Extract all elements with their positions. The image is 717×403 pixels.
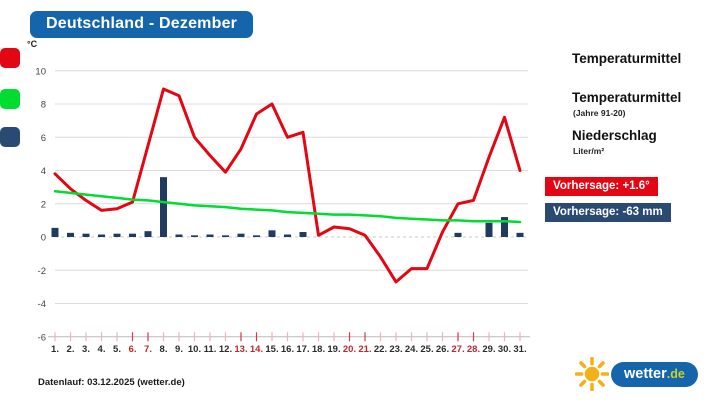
y-tick-label: 10 bbox=[35, 66, 46, 77]
climate-mean-swatch bbox=[0, 89, 20, 109]
precipitation-bar bbox=[98, 234, 105, 237]
day-label: 9. bbox=[175, 344, 183, 355]
temperature-mean-swatch bbox=[0, 48, 20, 68]
day-label: 24. bbox=[405, 344, 418, 355]
sun-icon bbox=[575, 357, 609, 391]
precipitation-bar bbox=[191, 235, 198, 237]
precipitation-bar bbox=[284, 234, 291, 237]
day-label: 18. bbox=[312, 344, 325, 355]
precipitation-bar bbox=[129, 233, 136, 237]
precipitation-bar bbox=[67, 232, 74, 237]
day-label: 11. bbox=[204, 344, 217, 355]
precipitation-bar bbox=[206, 234, 214, 237]
y-tick-label: 0 bbox=[41, 233, 46, 244]
day-label: 22. bbox=[374, 344, 387, 355]
day-label-weekend: 13. bbox=[234, 344, 247, 355]
legend-sublabel-liter-m2: Liter/m² bbox=[573, 146, 605, 156]
day-label: 2. bbox=[67, 344, 75, 355]
day-label: 29. bbox=[482, 344, 495, 355]
precipitation-bar bbox=[144, 231, 152, 237]
day-label-weekend: 20. bbox=[343, 344, 356, 355]
day-label-weekend: 7. bbox=[144, 344, 152, 355]
y-tick-label: 8 bbox=[41, 100, 46, 111]
day-label: 3. bbox=[82, 344, 90, 355]
day-label: 31. bbox=[513, 344, 526, 355]
y-tick-label: -2 bbox=[38, 266, 46, 277]
day-label: 5. bbox=[113, 344, 121, 355]
precipitation-bar bbox=[516, 232, 524, 237]
day-label: 4. bbox=[98, 344, 106, 355]
day-label: 25. bbox=[420, 344, 433, 355]
precipitation-bar bbox=[222, 235, 229, 237]
precipitation-bar bbox=[268, 230, 276, 237]
legend-label-niederschlag: Niederschlag bbox=[572, 128, 657, 143]
day-label: 23. bbox=[389, 344, 402, 355]
day-label: 17. bbox=[296, 344, 309, 355]
precipitation-bar bbox=[485, 222, 493, 237]
wetter-de-logo: wetter .de bbox=[575, 357, 698, 391]
y-tick-label: 4 bbox=[41, 166, 46, 177]
y-tick-label: 2 bbox=[41, 199, 46, 210]
day-label: 12. bbox=[219, 344, 232, 355]
day-label: 8. bbox=[160, 344, 168, 355]
precipitation-bar bbox=[82, 233, 90, 237]
day-label-weekend: 27. bbox=[451, 344, 464, 355]
precipitation-bar bbox=[160, 177, 167, 237]
temperature-line bbox=[53, 87, 522, 284]
precipitation-bar bbox=[454, 232, 462, 237]
precipitation-bar bbox=[175, 234, 183, 237]
precipitation-bar bbox=[237, 233, 245, 237]
y-tick-label: 6 bbox=[41, 133, 46, 144]
day-label-weekend: 28. bbox=[467, 344, 480, 355]
climate-mean-line bbox=[53, 190, 522, 224]
day-label: 16. bbox=[281, 344, 294, 355]
day-label: 15. bbox=[265, 344, 278, 355]
precipitation-bar bbox=[51, 227, 59, 237]
data-run-label: Datenlauf: 03.12.2025 (wetter.de) bbox=[38, 377, 185, 388]
day-label: 10. bbox=[188, 344, 201, 355]
y-tick-label: -4 bbox=[38, 299, 46, 310]
precipitation-swatch bbox=[0, 127, 20, 147]
legend-label-temperaturmittel: Temperaturmittel bbox=[572, 51, 682, 66]
forecast-temperature-badge: Vorhersage: +1.6° bbox=[545, 177, 658, 196]
day-label-weekend: 21. bbox=[358, 344, 371, 355]
precipitation-bar bbox=[253, 235, 260, 237]
legend-sublabel-jahre-91-20: (Jahre 91-20) bbox=[573, 108, 626, 118]
legend-label-temperaturmittel-91-20: Temperaturmittel bbox=[572, 90, 682, 105]
forecast-precipitation-badge: Vorhersage: -63 mm bbox=[545, 203, 671, 222]
page-title: Deutschland - Dezember bbox=[30, 11, 254, 38]
precipitation-bar bbox=[501, 217, 508, 237]
precipitation-bar bbox=[113, 233, 121, 237]
wetter-de-wordmark: wetter .de bbox=[611, 361, 698, 387]
precipitation-bar bbox=[299, 232, 307, 237]
day-label: 19. bbox=[327, 344, 340, 355]
day-label: 1. bbox=[51, 344, 59, 355]
day-label-weekend: 14. bbox=[250, 344, 263, 355]
logo-tld: .de bbox=[666, 366, 685, 381]
day-label: 26. bbox=[436, 344, 449, 355]
y-tick-label: -6 bbox=[38, 332, 46, 343]
day-label-weekend: 6. bbox=[129, 344, 137, 355]
y-axis-unit-label: °C bbox=[27, 39, 38, 49]
logo-word: wetter bbox=[624, 365, 667, 382]
day-label: 30. bbox=[498, 344, 511, 355]
